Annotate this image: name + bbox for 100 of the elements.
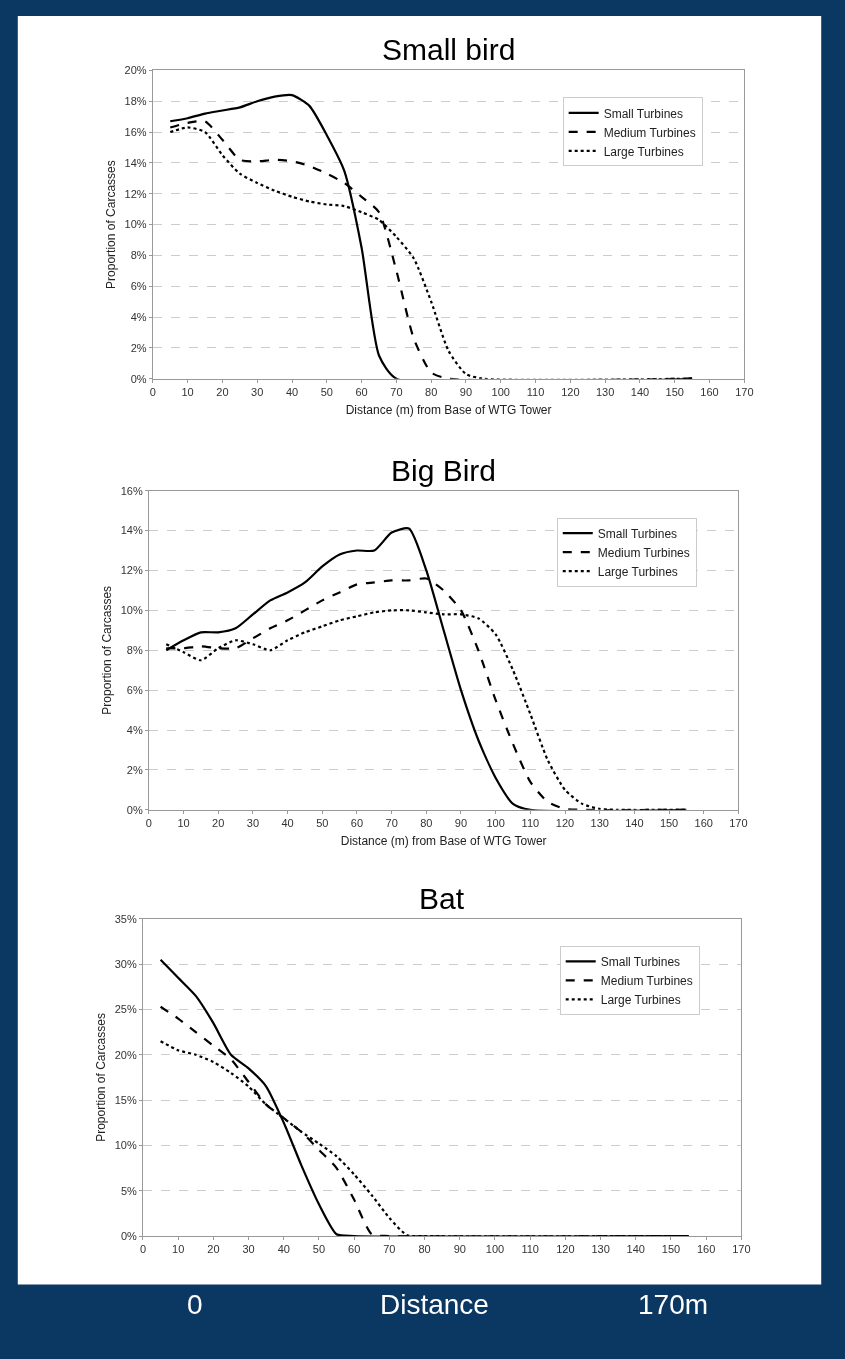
x-tick-label: 60 xyxy=(348,1243,361,1256)
y-tick-label: 4% xyxy=(126,723,143,736)
y-tick-label: 35% xyxy=(114,912,137,925)
legend-label: Medium Turbines xyxy=(597,545,690,560)
legend-label: Medium Turbines xyxy=(603,125,696,140)
x-axis-title: Distance (m) from Base of WTG Tower xyxy=(345,402,552,417)
y-tick-label: 18% xyxy=(124,95,147,108)
x-tick-label: 100 xyxy=(485,1243,505,1256)
legend-label: Small Turbines xyxy=(600,954,681,969)
x-tick-label: 130 xyxy=(590,817,609,830)
x-tick-label: 110 xyxy=(521,1243,539,1256)
x-tick-label: 20 xyxy=(216,385,229,398)
x-tick-label: 80 xyxy=(418,1243,431,1256)
x-tick-label: 90 xyxy=(454,817,468,830)
x-tick-label: 120 xyxy=(561,385,580,398)
text: 0 xyxy=(187,1289,203,1320)
x-tick-label: 110 xyxy=(526,385,545,398)
y-tick-label: 6% xyxy=(126,684,143,696)
x-tick-label: 120 xyxy=(555,817,575,830)
x-tick-label: 160 xyxy=(694,817,713,830)
x-tick-label: 150 xyxy=(659,817,679,830)
legend-label: Large Turbines xyxy=(600,992,681,1007)
y-tick-label: 10% xyxy=(114,1139,137,1152)
x-tick-label: 50 xyxy=(320,385,333,398)
y-tick-label: 0% xyxy=(126,803,143,816)
x-tick-label: 0 xyxy=(139,1243,147,1256)
x-tick-label: 100 xyxy=(486,817,505,830)
chart-title: Bat xyxy=(419,882,465,915)
legend-label: Large Turbines xyxy=(603,144,684,159)
y-tick-label: 10% xyxy=(120,604,143,617)
y-tick-label: 16% xyxy=(124,125,147,138)
x-tick-label: 80 xyxy=(425,385,438,398)
y-tick-label: 6% xyxy=(130,280,147,293)
x-tick-label: 50 xyxy=(316,817,329,830)
y-tick-label: 12% xyxy=(120,564,143,577)
x-tick-label: 60 xyxy=(355,385,368,398)
legend-label: Small Turbines xyxy=(597,526,678,541)
y-tick-label: 25% xyxy=(114,1003,137,1016)
text: 170m xyxy=(638,1289,709,1320)
chart-title: Small bird xyxy=(382,33,516,66)
y-tick-label: 10% xyxy=(124,218,147,231)
x-tick-label: 110 xyxy=(521,817,540,830)
y-tick-label: 30% xyxy=(114,958,137,971)
x-tick-label: 10 xyxy=(172,1243,185,1256)
x-tick-label: 10 xyxy=(177,817,190,830)
x-tick-label: 40 xyxy=(285,385,299,398)
x-tick-label: 50 xyxy=(312,1243,326,1256)
x-tick-label: 60 xyxy=(350,817,364,830)
y-tick-label: 16% xyxy=(120,484,143,497)
legend-label: Medium Turbines xyxy=(600,973,693,988)
x-tick-label: 40 xyxy=(277,1243,290,1256)
x-tick-label: 30 xyxy=(246,817,260,830)
x-tick-label: 160 xyxy=(700,385,719,398)
x-tick-label: 130 xyxy=(591,1243,610,1256)
y-tick-label: 2% xyxy=(130,341,147,354)
y-tick-label: 20% xyxy=(124,64,147,77)
x-tick-label: 30 xyxy=(251,385,264,398)
x-tick-label: 0 xyxy=(145,817,152,830)
x-tick-label: 70 xyxy=(383,1243,396,1256)
x-tick-label: 150 xyxy=(661,1243,681,1256)
y-tick-label: 5% xyxy=(120,1184,137,1197)
x-tick-label: 10 xyxy=(181,385,194,398)
x-tick-label: 70 xyxy=(390,385,403,398)
y-axis-title: Proportion of Carcasses xyxy=(99,585,114,715)
x-tick-label: 30 xyxy=(242,1243,255,1256)
x-tick-label: 0 xyxy=(149,385,156,398)
y-tick-label: 4% xyxy=(130,310,147,323)
y-tick-label: 0% xyxy=(120,1229,137,1242)
y-tick-label: 2% xyxy=(126,763,143,776)
y-axis-title: Proportion of Carcasses xyxy=(94,1013,109,1142)
chart-title: Big Bird xyxy=(391,454,497,487)
y-tick-label: 14% xyxy=(120,524,143,537)
legend-label: Large Turbines xyxy=(597,564,678,579)
x-tick-label: 170 xyxy=(729,817,748,830)
y-tick-label: 8% xyxy=(130,249,147,262)
x-tick-label: 90 xyxy=(453,1243,466,1256)
x-tick-label: 170 xyxy=(735,385,754,398)
x-tick-label: 20 xyxy=(207,1243,220,1256)
y-tick-label: 12% xyxy=(124,187,147,200)
x-tick-label: 70 xyxy=(385,817,398,830)
x-tick-label: 80 xyxy=(420,817,433,830)
x-tick-label: 20 xyxy=(212,817,225,830)
x-tick-label: 150 xyxy=(665,385,684,398)
y-tick-label: 20% xyxy=(114,1048,137,1061)
y-tick-label: 8% xyxy=(126,644,143,657)
y-tick-label: 14% xyxy=(124,156,147,169)
x-axis-title: Distance (m) from Base of WTG Tower xyxy=(340,833,547,848)
x-tick-label: 140 xyxy=(626,1243,645,1256)
x-tick-label: 140 xyxy=(630,385,650,398)
y-axis-title: Proportion of Carcasses xyxy=(103,160,118,289)
y-tick-label: 15% xyxy=(114,1093,137,1106)
x-tick-label: 40 xyxy=(281,817,294,830)
x-tick-label: 90 xyxy=(459,385,473,398)
x-tick-label: 120 xyxy=(556,1243,575,1256)
y-tick-label: 0% xyxy=(130,372,147,385)
x-tick-label: 130 xyxy=(595,385,615,398)
x-tick-label: 170 xyxy=(732,1243,751,1256)
x-tick-label: 100 xyxy=(491,385,510,398)
x-tick-label: 160 xyxy=(696,1243,716,1256)
x-tick-label: 140 xyxy=(625,817,644,830)
